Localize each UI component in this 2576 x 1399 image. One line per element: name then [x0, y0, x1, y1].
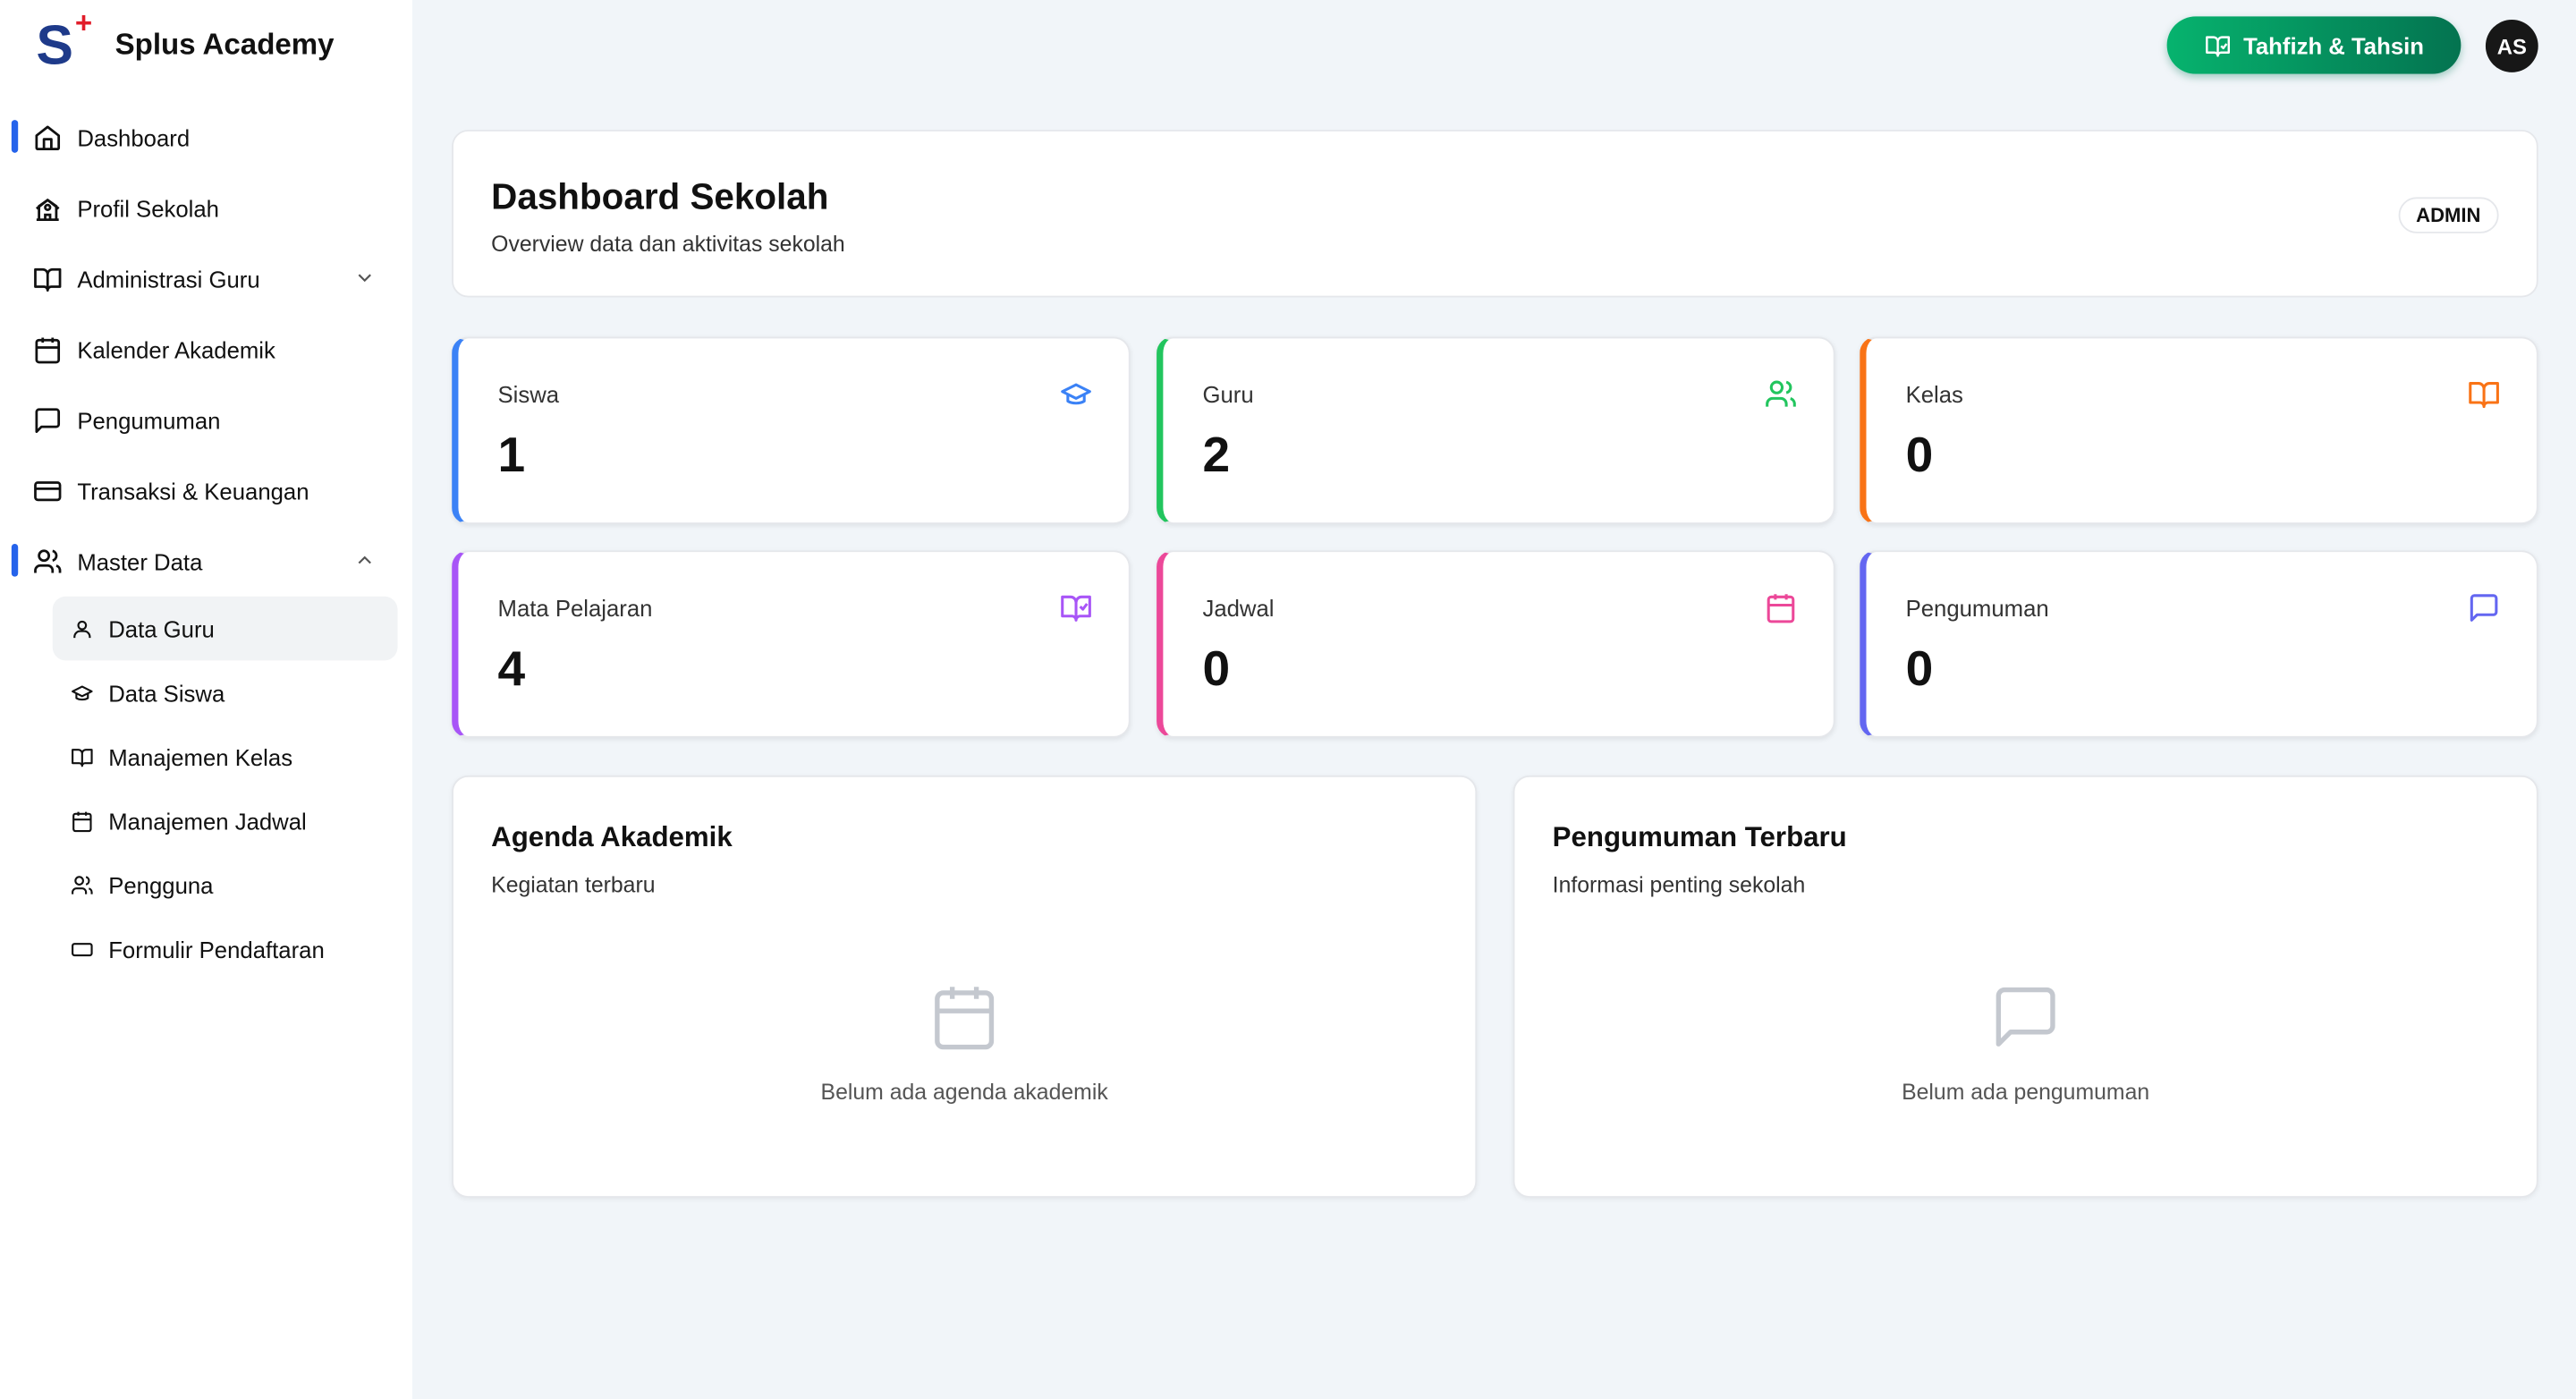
calendar-icon	[33, 335, 63, 364]
sidebar-item-profil-sekolah[interactable]: Profil Sekolah	[0, 173, 412, 243]
book-open-icon	[2469, 382, 2499, 409]
panel-title: Agenda Akademik	[491, 821, 733, 853]
panel-subtitle: Kegiatan terbaru	[491, 872, 656, 897]
stat-card-pengumuman[interactable]: Pengumuman 0	[1860, 550, 2538, 738]
sidebar: S + Splus Academy Dashboard Profil Sekol…	[0, 0, 413, 1399]
submenu-item-label: Manajemen Kelas	[108, 743, 293, 770]
stat-card-kelas[interactable]: Kelas 0	[1860, 336, 2538, 524]
sidebar-item-label: Dashboard	[77, 123, 191, 151]
users-icon	[33, 547, 63, 576]
brand-name: Splus Academy	[114, 28, 335, 61]
stat-card-mata-pelajaran[interactable]: Mata Pelajaran 4	[452, 550, 1131, 738]
stat-label: Jadwal	[1202, 594, 1275, 622]
submenu-item-label: Manajemen Jadwal	[108, 807, 307, 835]
submenu-item-manajemen-jadwal[interactable]: Manajemen Jadwal	[53, 789, 398, 853]
stat-label: Siswa	[497, 381, 560, 408]
book-check-icon	[2205, 35, 2230, 56]
empty-state-text: Belum ada agenda akademik	[820, 1079, 1108, 1105]
credit-card-icon	[33, 476, 63, 505]
school-icon	[33, 193, 63, 223]
tahfizh-tahsin-button[interactable]: Tahfizh & Tahsin	[2166, 16, 2462, 74]
sidebar-item-label: Profil Sekolah	[77, 194, 219, 222]
graduation-cap-icon	[71, 681, 94, 704]
logo-plus: +	[74, 6, 93, 40]
book-check-icon	[1061, 595, 1091, 622]
submenu-item-label: Pengguna	[108, 871, 214, 898]
stat-label: Kelas	[1905, 381, 1963, 408]
calendar-icon	[1767, 594, 1795, 623]
sidebar-item-administrasi-guru[interactable]: Administrasi Guru	[0, 243, 412, 314]
sidebar-nav: Dashboard Profil Sekolah Administrasi Gu…	[0, 102, 412, 981]
user-icon	[71, 617, 94, 640]
sidebar-item-label: Transaksi & Keuangan	[77, 477, 309, 504]
message-square-icon	[1996, 987, 2055, 1047]
users-icon	[71, 873, 94, 896]
stat-value: 0	[1905, 428, 1934, 483]
message-square-icon	[33, 405, 63, 435]
submenu-item-label: Data Siswa	[108, 679, 225, 706]
calendar-icon	[71, 810, 94, 833]
stat-card-guru[interactable]: Guru 2	[1157, 336, 1835, 524]
calendar-icon	[935, 987, 995, 1050]
panel-title: Pengumuman Terbaru	[1552, 821, 1847, 853]
user-avatar[interactable]: AS	[2485, 20, 2538, 72]
submenu-item-data-siswa[interactable]: Data Siswa	[53, 660, 398, 725]
stat-value: 4	[497, 642, 526, 697]
stat-value: 0	[1202, 642, 1231, 697]
sidebar-item-kalender-akademik[interactable]: Kalender Akademik	[0, 314, 412, 385]
chevron-down-icon[interactable]	[353, 267, 377, 294]
panel-subtitle: Informasi penting sekolah	[1552, 872, 1806, 897]
dashboard-header-card: Dashboard Sekolah Overview data dan akti…	[452, 130, 2538, 298]
message-square-icon	[2470, 594, 2498, 622]
sidebar-item-dashboard[interactable]: Dashboard	[0, 102, 412, 173]
stat-label: Guru	[1202, 381, 1254, 408]
sidebar-item-master-data[interactable]: Master Data	[0, 526, 412, 597]
book-open-icon	[33, 264, 63, 293]
graduation-cap-icon	[1061, 383, 1091, 405]
logo[interactable]: S +	[36, 8, 92, 78]
page-subtitle: Overview data dan aktivitas sekolah	[491, 231, 845, 257]
page-title: Dashboard Sekolah	[491, 175, 829, 217]
home-icon	[33, 123, 63, 152]
form-icon	[71, 937, 94, 961]
book-open-icon	[71, 745, 94, 768]
stat-card-siswa[interactable]: Siswa 1	[452, 336, 1131, 524]
stat-value: 2	[1202, 428, 1231, 483]
submenu-item-label: Formulir Pendaftaran	[108, 936, 325, 962]
submenu-item-pengguna[interactable]: Pengguna	[53, 852, 398, 917]
chevron-up-icon[interactable]	[353, 548, 377, 576]
submenu-item-label: Data Guru	[108, 615, 215, 642]
splus-logo-icon: S +	[36, 8, 92, 78]
empty-state-text: Belum ada pengumuman	[1902, 1079, 2150, 1105]
submenu-item-manajemen-kelas[interactable]: Manajemen Kelas	[53, 725, 398, 789]
pengumuman-terbaru-panel: Pengumuman Terbaru Informasi penting sek…	[1513, 775, 2538, 1198]
sidebar-item-label: Kalender Akademik	[77, 335, 275, 362]
agenda-akademik-panel: Agenda Akademik Kegiatan terbaru Belum a…	[452, 775, 1478, 1198]
stat-label: Pengumuman	[1905, 594, 2049, 622]
tahfizh-tahsin-label: Tahfizh & Tahsin	[2243, 31, 2424, 59]
stat-label: Mata Pelajaran	[497, 594, 653, 622]
submenu-item-formulir-pendaftaran[interactable]: Formulir Pendaftaran	[53, 917, 398, 981]
sidebar-item-label: Master Data	[77, 547, 203, 574]
logo-letter: S	[36, 14, 74, 78]
sidebar-item-label: Pengumuman	[77, 406, 221, 433]
stat-card-jadwal[interactable]: Jadwal 0	[1157, 550, 1835, 738]
submenu-item-data-guru[interactable]: Data Guru	[52, 596, 398, 661]
master-data-submenu: Data Guru Data Siswa Manajemen Kelas Man…	[52, 596, 398, 981]
stat-value: 1	[497, 428, 526, 483]
users-icon	[1766, 380, 1796, 407]
sidebar-item-pengumuman[interactable]: Pengumuman	[0, 385, 412, 455]
sidebar-item-transaksi-keuangan[interactable]: Transaksi & Keuangan	[0, 455, 412, 526]
sidebar-item-label: Administrasi Guru	[77, 265, 260, 293]
role-badge: ADMIN	[2397, 197, 2499, 233]
stat-value: 0	[1905, 642, 1934, 697]
